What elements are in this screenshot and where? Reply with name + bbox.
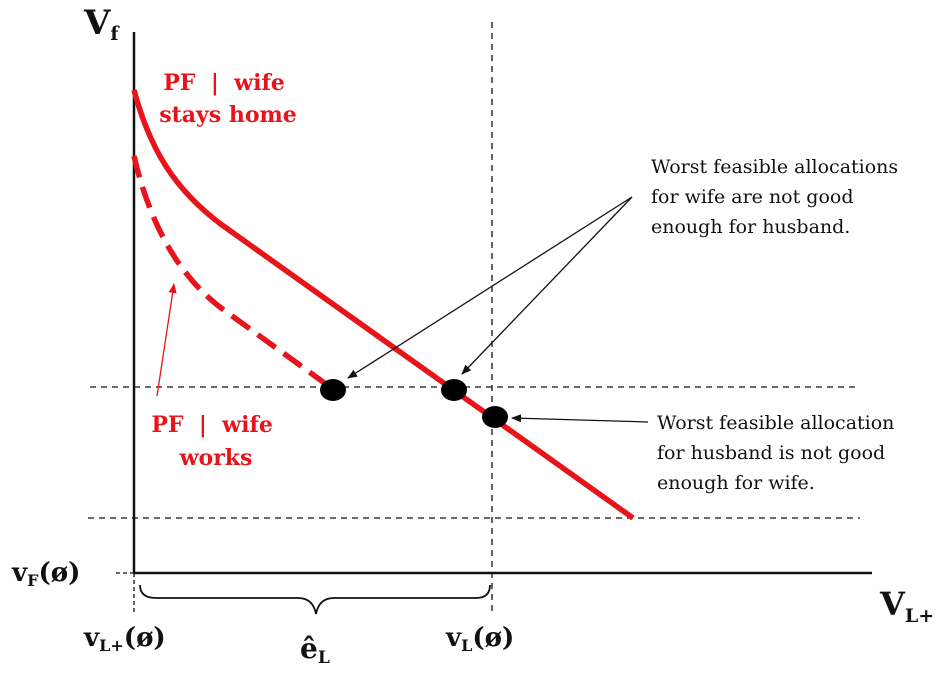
point-wife-works-worst xyxy=(320,379,346,401)
wife-works-label: PF | wife works xyxy=(151,412,280,471)
arrow-to-stays-home-point xyxy=(461,196,633,375)
vL-plus-empty-label: vL+(ø) xyxy=(83,623,166,655)
vL-empty-label: vL(ø) xyxy=(445,623,514,655)
vF-empty-label: vF(ø) xyxy=(11,558,80,590)
arrow-to-wife-works-frontier xyxy=(156,283,177,397)
arrow-to-husband-point xyxy=(511,414,649,423)
wife-worst-note: Worst feasible allocations for wife are … xyxy=(651,156,904,238)
arrow-to-wife-works-point xyxy=(347,196,633,379)
husband-worst-note: Worst feasible allocation for husband is… xyxy=(657,412,900,494)
frontier-wife-works xyxy=(131,155,332,390)
eL-brace xyxy=(139,584,491,615)
frontier-stays-home xyxy=(131,89,635,521)
stays-home-label: PF | wife stays home xyxy=(159,70,297,128)
point-husband-worst xyxy=(482,406,508,428)
x-axis-label: VL+ xyxy=(879,585,934,627)
point-stays-home-worst xyxy=(441,379,467,401)
y-axis-label: Vf xyxy=(83,3,120,45)
eL-hat-label: êL xyxy=(300,632,330,668)
